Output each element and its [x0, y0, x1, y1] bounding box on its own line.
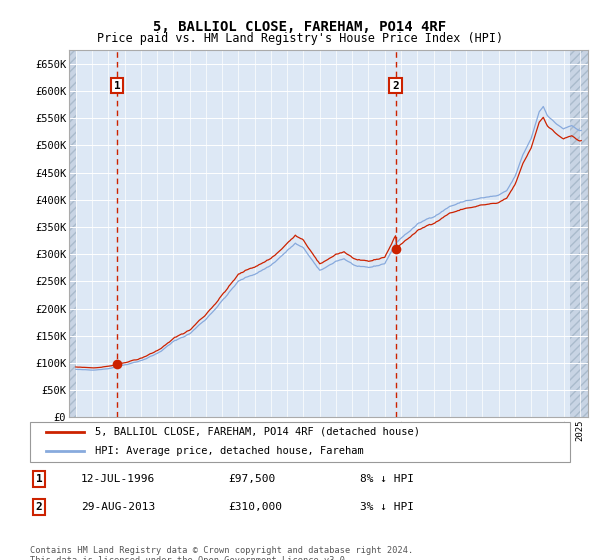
Text: 5, BALLIOL CLOSE, FAREHAM, PO14 4RF: 5, BALLIOL CLOSE, FAREHAM, PO14 4RF: [154, 20, 446, 34]
Text: 2: 2: [35, 502, 43, 512]
Text: 8% ↓ HPI: 8% ↓ HPI: [360, 474, 414, 484]
Text: 29-AUG-2013: 29-AUG-2013: [81, 502, 155, 512]
Text: £310,000: £310,000: [228, 502, 282, 512]
Text: 5, BALLIOL CLOSE, FAREHAM, PO14 4RF (detached house): 5, BALLIOL CLOSE, FAREHAM, PO14 4RF (det…: [95, 427, 420, 437]
Text: 12-JUL-1996: 12-JUL-1996: [81, 474, 155, 484]
Text: 1: 1: [35, 474, 43, 484]
Text: Price paid vs. HM Land Registry's House Price Index (HPI): Price paid vs. HM Land Registry's House …: [97, 32, 503, 45]
Text: 1: 1: [114, 81, 121, 91]
Text: 2: 2: [392, 81, 399, 91]
Text: 3% ↓ HPI: 3% ↓ HPI: [360, 502, 414, 512]
Bar: [69, 50, 76, 417]
Text: Contains HM Land Registry data © Crown copyright and database right 2024.
This d: Contains HM Land Registry data © Crown c…: [30, 546, 413, 560]
Text: HPI: Average price, detached house, Fareham: HPI: Average price, detached house, Fare…: [95, 446, 364, 456]
Bar: [571, 50, 589, 417]
FancyBboxPatch shape: [30, 422, 570, 462]
Text: £97,500: £97,500: [228, 474, 275, 484]
